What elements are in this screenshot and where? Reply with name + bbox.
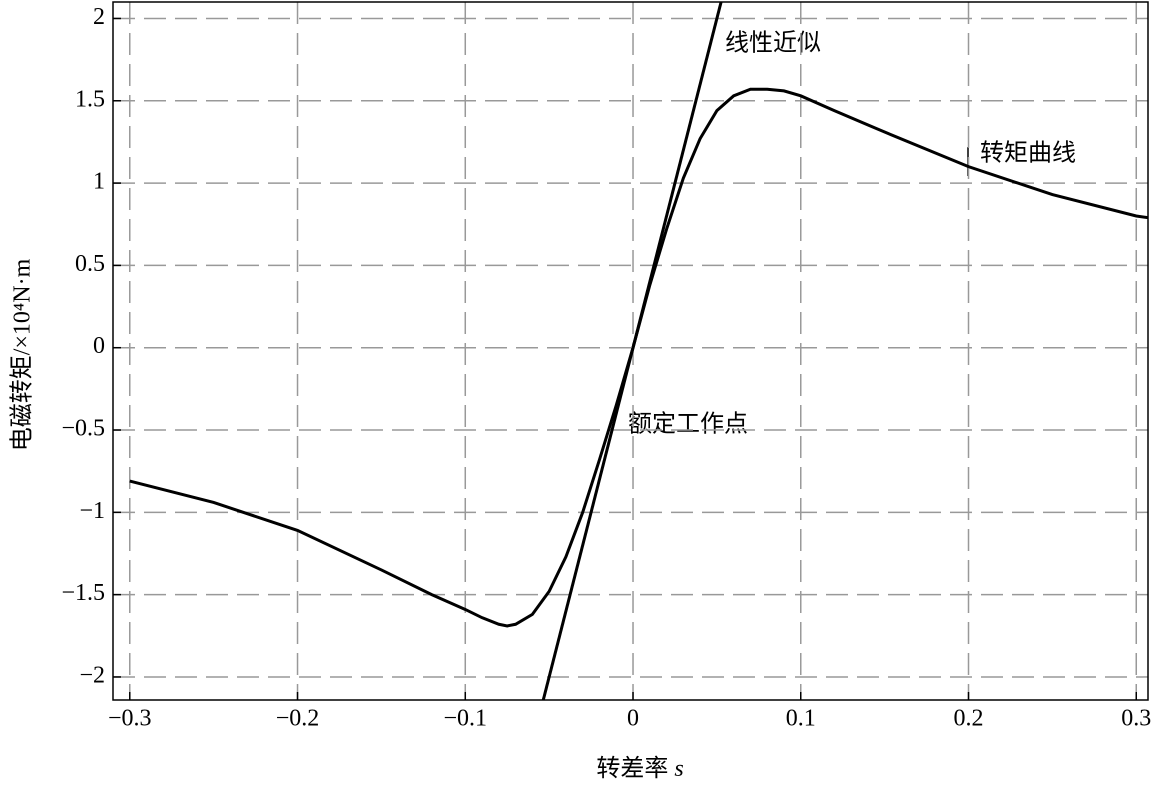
- curve-label: 线性近似: [725, 30, 821, 57]
- x-axis-label: 转差率 s: [596, 755, 683, 782]
- y-tick-label: 0: [93, 333, 105, 359]
- x-tick-label: −0.2: [276, 706, 320, 732]
- plot-frame: [112, 1, 1149, 701]
- annotation: 额定工作点: [628, 411, 748, 438]
- x-tick-label: −0.3: [108, 706, 152, 732]
- x-tick-label: 0.1: [786, 706, 816, 732]
- x-tick-label: 0.3: [1121, 706, 1151, 732]
- y-tick-label: −0.5: [61, 416, 105, 442]
- x-tick-label: −0.1: [443, 706, 487, 732]
- x-tick-label: 0.2: [954, 706, 984, 732]
- y-tick-label: 0.5: [75, 251, 105, 277]
- y-axis-label: 电磁转矩/×10⁴N·m: [9, 258, 36, 451]
- y-tick-label: −2: [79, 662, 105, 688]
- y-tick-label: 1: [93, 169, 105, 195]
- line-series: [129, 87, 1148, 628]
- x-tick-label: 0: [627, 706, 639, 732]
- curve-label: 转矩曲线: [980, 140, 1076, 167]
- y-tick-label: 1.5: [75, 86, 105, 112]
- line-series: [541, 2, 723, 700]
- y-tick-label: 2: [93, 4, 105, 30]
- y-tick-label: −1: [79, 498, 105, 524]
- y-tick-label: −1.5: [61, 580, 105, 606]
